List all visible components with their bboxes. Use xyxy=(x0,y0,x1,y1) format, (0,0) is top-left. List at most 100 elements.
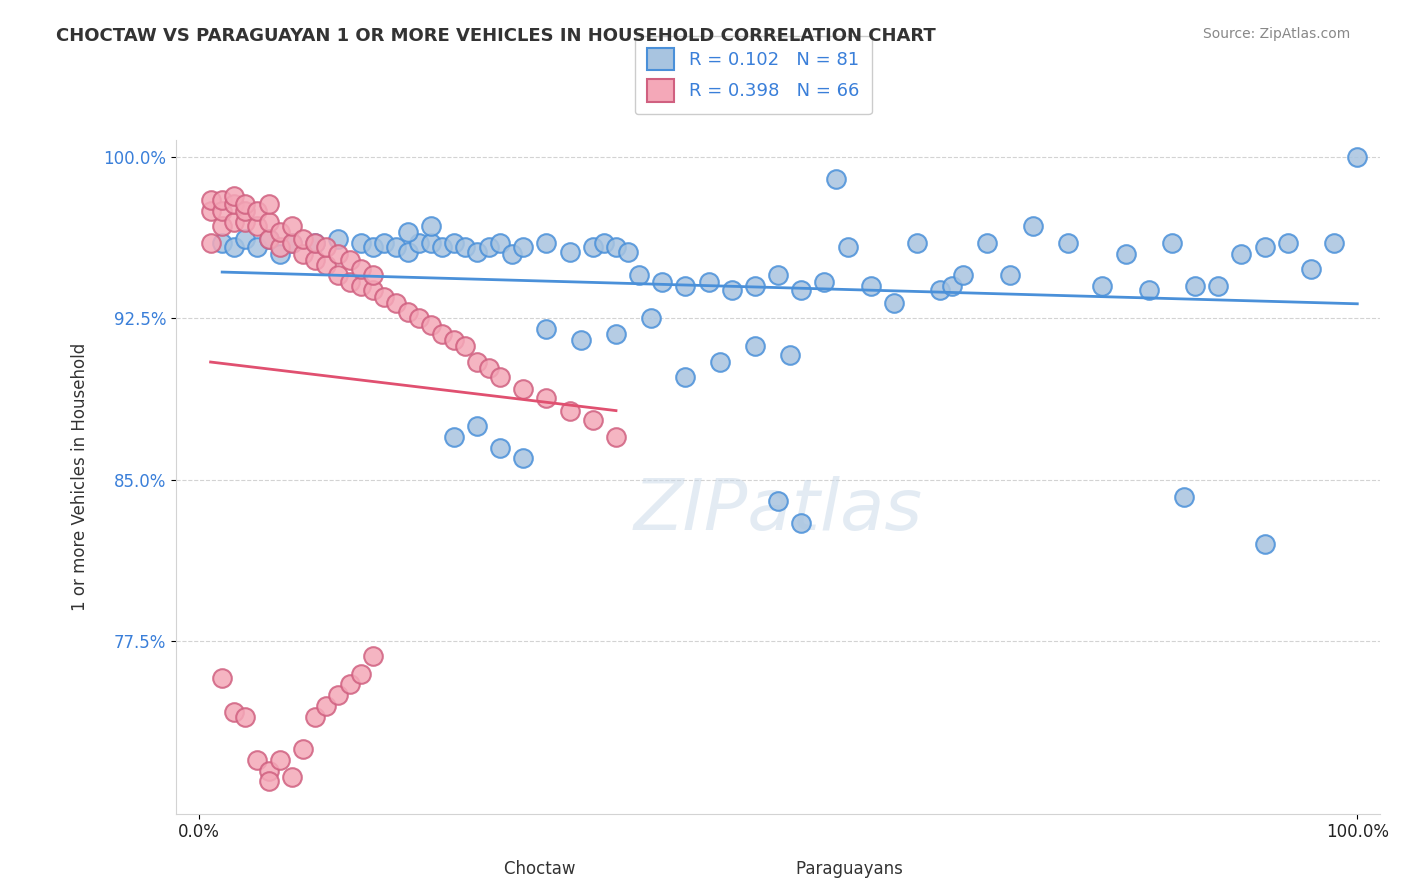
Point xyxy=(211,219,233,233)
Point xyxy=(246,203,269,218)
Point xyxy=(257,774,280,789)
Point xyxy=(222,214,245,228)
Point xyxy=(257,232,280,246)
Point xyxy=(1137,284,1160,298)
Point xyxy=(1253,240,1275,254)
Point xyxy=(605,240,627,254)
Point xyxy=(465,354,488,368)
Point xyxy=(222,188,245,202)
Point xyxy=(235,232,257,246)
Point xyxy=(396,305,419,319)
Point xyxy=(211,193,233,207)
Point xyxy=(257,764,280,778)
Point xyxy=(952,268,974,283)
Point xyxy=(489,236,512,251)
Point xyxy=(837,240,859,254)
Point xyxy=(675,279,697,293)
Point xyxy=(1346,150,1368,164)
Point xyxy=(326,232,349,246)
Point xyxy=(582,240,605,254)
Point xyxy=(222,706,245,720)
Point xyxy=(419,236,441,251)
Point xyxy=(593,236,616,251)
Point xyxy=(766,268,789,283)
Point xyxy=(1323,236,1346,251)
Point xyxy=(211,236,233,251)
Point xyxy=(720,284,742,298)
Text: ZIPatlas: ZIPatlas xyxy=(634,475,922,545)
Point xyxy=(697,275,720,289)
Point xyxy=(825,171,848,186)
Point xyxy=(396,244,419,259)
Point xyxy=(569,333,592,347)
Point xyxy=(280,770,302,784)
Point xyxy=(512,451,534,466)
Point xyxy=(536,391,558,405)
Point xyxy=(1184,279,1206,293)
Point xyxy=(361,649,384,664)
Text: Choctaw                                          Paraguayans: Choctaw Paraguayans xyxy=(503,860,903,878)
Y-axis label: 1 or more Vehicles in Household: 1 or more Vehicles in Household xyxy=(72,343,89,611)
Point xyxy=(905,236,928,251)
Point xyxy=(1253,537,1275,551)
Point xyxy=(489,441,512,455)
Point xyxy=(465,244,488,259)
Point xyxy=(628,268,651,283)
Point xyxy=(315,258,337,272)
Point xyxy=(408,236,430,251)
Point xyxy=(350,279,373,293)
Point xyxy=(605,326,627,341)
Point xyxy=(1022,219,1045,233)
Point xyxy=(432,240,454,254)
Point xyxy=(1230,247,1253,261)
Point xyxy=(941,279,963,293)
Point xyxy=(222,197,245,211)
Point xyxy=(339,275,361,289)
Point xyxy=(222,240,245,254)
Point xyxy=(269,247,291,261)
Legend: R = 0.102   N = 81, R = 0.398   N = 66: R = 0.102 N = 81, R = 0.398 N = 66 xyxy=(634,36,872,114)
Point xyxy=(443,236,465,251)
Point xyxy=(280,219,302,233)
Point xyxy=(326,268,349,283)
Point xyxy=(211,203,233,218)
Point xyxy=(235,203,257,218)
Point xyxy=(582,412,605,426)
Point xyxy=(235,197,257,211)
Point xyxy=(790,516,813,530)
Point xyxy=(454,339,477,353)
Point xyxy=(640,311,662,326)
Point xyxy=(813,275,835,289)
Point xyxy=(419,219,441,233)
Point xyxy=(339,677,361,691)
Point xyxy=(200,236,222,251)
Point xyxy=(246,240,269,254)
Point xyxy=(501,247,523,261)
Point xyxy=(512,383,534,397)
Point xyxy=(779,348,801,362)
Point xyxy=(929,284,952,298)
Point xyxy=(385,296,408,310)
Point xyxy=(269,753,291,767)
Point xyxy=(1115,247,1137,261)
Point xyxy=(419,318,441,332)
Point xyxy=(976,236,998,251)
Point xyxy=(1299,262,1322,277)
Point xyxy=(269,240,291,254)
Point xyxy=(432,326,454,341)
Point xyxy=(361,268,384,283)
Point xyxy=(280,236,302,251)
Point xyxy=(408,311,430,326)
Point xyxy=(651,275,673,289)
Point xyxy=(1206,279,1229,293)
Point xyxy=(709,354,731,368)
Point xyxy=(292,247,315,261)
Point xyxy=(465,419,488,434)
Point xyxy=(1056,236,1078,251)
Point xyxy=(304,709,326,723)
Point xyxy=(744,339,766,353)
Point xyxy=(200,203,222,218)
Point xyxy=(304,236,326,251)
Point xyxy=(454,240,477,254)
Point xyxy=(339,253,361,268)
